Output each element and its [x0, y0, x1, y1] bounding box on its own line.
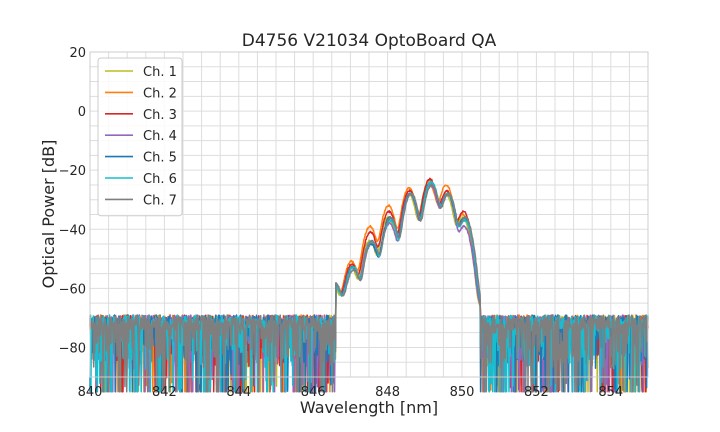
x-tick-label: 844 — [226, 385, 251, 400]
y-tick-label: −60 — [59, 282, 86, 297]
legend-label: Ch. 5 — [143, 151, 177, 166]
legend: Ch. 1 Ch. 2 Ch. 3 Ch. 4 Ch. 5 Ch. 6 Ch. 7 — [97, 57, 183, 217]
y-tick-label: 0 — [78, 105, 86, 120]
chart-title: D4756 V21034 OptoBoard QA — [242, 31, 497, 51]
legend-label: Ch. 6 — [143, 172, 177, 187]
y-tick-label: 20 — [69, 46, 86, 61]
legend-label: Ch. 4 — [143, 129, 177, 144]
x-axis-label: Wavelength [nm] — [300, 398, 438, 417]
x-axis-ticks: 840 842 844 846 848 850 852 854 — [78, 385, 624, 400]
y-tick-label: −20 — [59, 164, 86, 179]
x-tick-label: 850 — [450, 385, 475, 400]
x-tick-label: 848 — [375, 385, 400, 400]
x-tick-label: 840 — [78, 385, 103, 400]
plot-area — [89, 177, 649, 393]
series-line — [89, 183, 649, 393]
x-tick-label: 842 — [152, 385, 177, 400]
y-axis-label: Optical Power [dB] — [39, 140, 58, 289]
legend-label: Ch. 3 — [143, 108, 177, 123]
x-tick-label: 846 — [301, 385, 326, 400]
legend-box — [97, 57, 183, 217]
legend-label: Ch. 2 — [143, 86, 177, 101]
y-axis-ticks: −80 −60 −40 −20 0 20 — [59, 46, 86, 356]
y-tick-label: −80 — [59, 341, 86, 356]
x-tick-label: 852 — [524, 385, 549, 400]
y-tick-label: −40 — [59, 223, 86, 238]
x-tick-label: 854 — [598, 385, 623, 400]
legend-label: Ch. 7 — [143, 193, 177, 208]
plot-frame — [89, 51, 649, 378]
legend-label: Ch. 1 — [143, 65, 177, 80]
